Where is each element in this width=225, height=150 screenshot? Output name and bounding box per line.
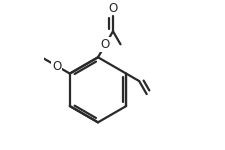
- Text: O: O: [100, 38, 110, 51]
- Text: O: O: [52, 60, 61, 73]
- Text: O: O: [108, 2, 117, 15]
